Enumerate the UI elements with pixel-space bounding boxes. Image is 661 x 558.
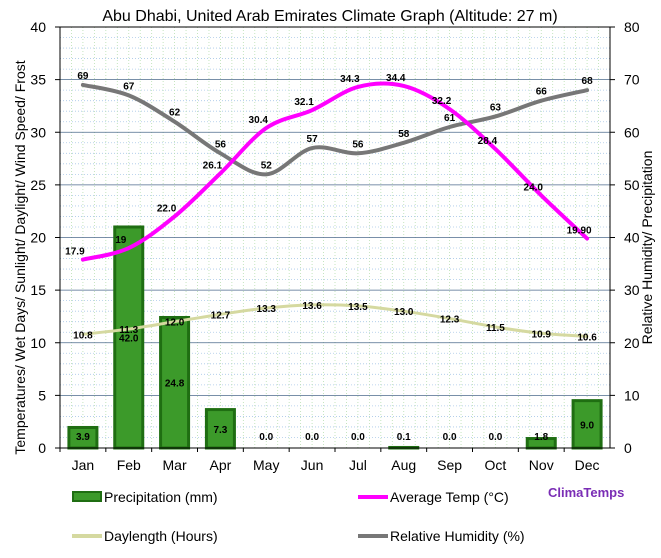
legend-swatch-precipitation — [72, 491, 102, 502]
x-tick-label: Oct — [485, 457, 507, 473]
left-tick-label: 35 — [30, 72, 46, 88]
right-tick-label: 70 — [624, 72, 640, 88]
x-tick-label: Nov — [529, 457, 554, 473]
precipitation-label: 24.8 — [165, 379, 185, 390]
avg-temp-label: 19.90 — [567, 226, 592, 237]
x-tick-label: Aug — [391, 457, 416, 473]
avg-temp-line — [80, 81, 590, 262]
left-tick-label: 40 — [30, 19, 46, 35]
right-tick-label: 60 — [624, 124, 640, 140]
precipitation-label: 42.0 — [119, 333, 139, 344]
avg-temp-label: 32.1 — [294, 97, 314, 108]
daylength-label: 12.0 — [165, 318, 185, 329]
left-axis-title: Temperatures/ Wet Days/ Sunlight/ Daylig… — [12, 60, 28, 454]
precipitation-bar-feb — [113, 225, 145, 450]
chart-title: Abu Dhabi, United Arab Emirates Climate … — [102, 8, 557, 25]
right-axis-title: Relative Humidity/ Precipitation — [639, 151, 655, 345]
precipitation-bar-apr — [204, 408, 236, 450]
daylength-label: 11.3 — [119, 325, 138, 336]
brand-logo: ClimaTemps — [548, 485, 624, 500]
right-tick-label: 30 — [624, 282, 640, 298]
precipitation-label: 1.8 — [534, 432, 548, 443]
daylength-label: 13.0 — [394, 307, 414, 318]
legend-label: Precipitation (mm) — [104, 489, 218, 505]
avg-temp-label: 34.3 — [340, 74, 360, 85]
precipitation-label: 0.0 — [443, 432, 457, 443]
left-tick-label: 10 — [30, 335, 46, 351]
right-tick-label: 80 — [624, 19, 640, 35]
legend-label: Average Temp (°C) — [390, 489, 509, 505]
x-tick-label: Sep — [437, 457, 462, 473]
avg-temp-label: 30.4 — [249, 115, 269, 126]
legend-label: Relative Humidity (%) — [390, 528, 525, 544]
daylength-label: 12.7 — [211, 310, 231, 321]
humidity-label: 58 — [398, 129, 410, 140]
humidity-label: 52 — [261, 160, 273, 171]
right-tick-label: 10 — [624, 387, 640, 403]
x-tick-label: Apr — [210, 457, 232, 473]
precipitation-label: 7.3 — [213, 425, 227, 436]
x-tick-label: May — [253, 457, 279, 473]
legend-label: Daylength (Hours) — [104, 528, 218, 544]
avg-temp-label: 17.9 — [65, 247, 85, 258]
precipitation-bar-dec — [571, 399, 603, 450]
x-tick-label: Mar — [163, 457, 187, 473]
precipitation-label: 0.0 — [488, 432, 502, 443]
daylength-label: 12.3 — [440, 315, 460, 326]
precipitation-label: 3.9 — [76, 432, 90, 443]
avg-temp-label: 19 — [115, 235, 127, 246]
avg-temp-label: 34.4 — [386, 73, 406, 84]
humidity-label: 61 — [444, 113, 456, 124]
daylength-label: 10.9 — [532, 329, 552, 340]
precipitation-bar-mar — [159, 315, 191, 450]
left-tick-label: 30 — [30, 124, 46, 140]
precipitation-label: 0.0 — [305, 432, 319, 443]
daylength-line — [81, 303, 589, 338]
avg-temp-label: 26.1 — [203, 160, 223, 171]
left-tick-label: 15 — [30, 282, 46, 298]
precipitation-label: 0.0 — [351, 432, 365, 443]
precipitation-label: 9.0 — [580, 420, 594, 431]
humidity-label: 69 — [77, 71, 89, 82]
humidity-label: 57 — [307, 134, 319, 145]
daylength-label: 13.3 — [257, 304, 277, 315]
left-tick-label: 0 — [38, 440, 46, 456]
daylength-label: 10.8 — [73, 330, 93, 341]
x-tick-label: Jan — [72, 457, 95, 473]
avg-temp-label: 32.2 — [432, 96, 452, 107]
humidity-label: 68 — [582, 76, 594, 87]
x-tick-label: Feb — [117, 457, 141, 473]
precipitation-label: 0.0 — [259, 432, 273, 443]
humidity-label: 63 — [490, 102, 502, 113]
humidity-label: 66 — [536, 87, 548, 98]
x-tick-label: Jun — [301, 457, 324, 473]
daylength-label: 13.6 — [302, 301, 322, 312]
left-tick-label: 20 — [30, 230, 46, 246]
left-tick-label: 5 — [38, 387, 46, 403]
avg-temp-label: 22.0 — [157, 203, 177, 214]
daylength-label: 11.5 — [486, 323, 505, 334]
right-tick-label: 40 — [624, 230, 640, 246]
x-tick-label: Dec — [575, 457, 600, 473]
daylength-label: 10.6 — [577, 332, 597, 343]
humidity-line — [80, 82, 590, 177]
left-tick-label: 25 — [30, 177, 46, 193]
humidity-label: 56 — [352, 139, 364, 150]
daylength-label: 13.5 — [348, 302, 368, 313]
precipitation-label: 0.1 — [397, 432, 411, 443]
right-tick-label: 0 — [624, 440, 632, 456]
avg-temp-label: 28.4 — [478, 136, 498, 147]
x-tick-label: Jul — [349, 457, 367, 473]
humidity-label: 67 — [123, 81, 135, 92]
right-tick-label: 20 — [624, 335, 640, 351]
right-tick-label: 50 — [624, 177, 640, 193]
humidity-label: 56 — [215, 139, 227, 150]
humidity-label: 62 — [169, 108, 181, 119]
avg-temp-label: 24.0 — [524, 182, 544, 193]
